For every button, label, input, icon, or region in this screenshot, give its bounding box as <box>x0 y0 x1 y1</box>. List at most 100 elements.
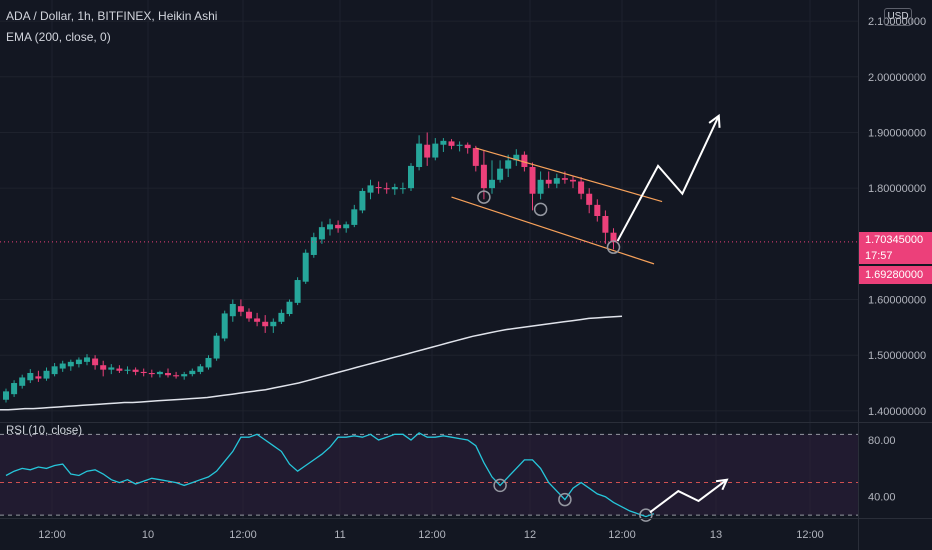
candle <box>318 221 325 244</box>
candle <box>51 362 58 377</box>
candle-body <box>165 373 171 376</box>
candle-body <box>610 232 617 243</box>
candle-body <box>237 306 244 312</box>
time-tick-label: 13 <box>710 529 722 541</box>
pivot-circle <box>533 202 548 217</box>
candle-body <box>213 335 220 359</box>
candle-body <box>318 227 325 240</box>
rsi-tick-label: 80.00 <box>868 435 896 447</box>
candle <box>221 310 228 342</box>
candle-body <box>75 359 82 365</box>
ema-legend[interactable]: EMA (200, close, 0) <box>6 30 111 44</box>
candle <box>205 355 212 370</box>
time-tick-label: 12 <box>524 529 536 541</box>
candle <box>375 181 382 194</box>
candle-body <box>108 367 115 370</box>
candle <box>27 369 34 384</box>
candle <box>610 228 617 250</box>
time-tick-label: 12:00 <box>38 529 66 541</box>
candle <box>148 369 155 378</box>
candle <box>270 318 277 333</box>
rsi-band <box>0 433 858 516</box>
candle-body <box>497 168 504 180</box>
candle <box>213 332 220 361</box>
countdown-tag: 17:57 <box>859 248 932 264</box>
candle <box>35 370 42 382</box>
candle <box>294 277 301 306</box>
candle-body <box>254 318 261 322</box>
candle-body <box>11 383 18 395</box>
candle-body <box>124 369 131 371</box>
price-tick-label: 1.40000000 <box>868 406 926 418</box>
candle <box>3 388 9 403</box>
candle <box>424 132 431 166</box>
candle <box>367 179 374 200</box>
candle <box>100 360 107 377</box>
candle-body <box>156 371 163 375</box>
candle <box>302 249 309 284</box>
rsi-legend[interactable]: RSI (10, close) <box>6 425 83 437</box>
candle-body <box>221 313 228 339</box>
candle <box>43 367 50 381</box>
candle-body <box>59 363 66 369</box>
candle-body <box>43 370 50 379</box>
pivot-circle <box>477 190 491 204</box>
pivot-circle <box>606 240 621 254</box>
candle <box>92 355 99 370</box>
candle-body <box>132 369 139 372</box>
grid <box>0 0 858 518</box>
rsi-annotations <box>493 478 729 522</box>
candle <box>140 368 147 377</box>
candle-body <box>553 178 560 184</box>
currency-button[interactable]: USD <box>884 8 912 26</box>
candle-body <box>3 391 9 400</box>
candle <box>84 354 90 366</box>
candle <box>489 160 495 194</box>
candle-body <box>424 144 431 158</box>
candle-body <box>594 204 601 216</box>
candle <box>132 367 139 376</box>
candle-body <box>570 179 576 182</box>
time-tick-label: 12:00 <box>796 529 824 541</box>
candle <box>359 188 366 214</box>
price-tick-label: 2.00000000 <box>868 72 926 84</box>
price-tick-label: 1.80000000 <box>868 183 926 195</box>
candle-body <box>310 237 317 255</box>
ema-200-line <box>0 315 623 411</box>
price-axis[interactable]: 2.100000002.000000001.900000001.80000000… <box>868 16 926 418</box>
rsi-axis[interactable]: 80.00 40.00 <box>868 435 896 504</box>
candle-body <box>391 187 398 190</box>
candle-body <box>100 365 107 370</box>
candle <box>11 380 18 397</box>
candle-body <box>181 374 188 377</box>
candle <box>343 221 350 233</box>
candle-body <box>148 373 155 375</box>
candle <box>108 364 115 375</box>
candle <box>237 299 244 317</box>
candle <box>59 360 66 372</box>
candle-body <box>375 187 382 189</box>
candle-body <box>586 193 593 205</box>
candle <box>310 232 317 258</box>
candle-body <box>440 140 447 145</box>
candle-body <box>537 179 544 194</box>
time-axis[interactable]: 12:00 10 12:00 11 12:00 12 12:00 13 12:00 <box>38 529 824 541</box>
candle <box>254 312 261 327</box>
candle-body <box>19 377 26 386</box>
candle-body <box>116 368 123 371</box>
candle-body <box>383 188 390 190</box>
candle-body <box>521 154 528 168</box>
symbol-legend[interactable]: ADA / Dollar, 1h, BITFINEX, Heikin Ashi <box>6 9 218 23</box>
candle <box>464 142 471 154</box>
candle-body <box>561 178 568 180</box>
candle <box>602 210 609 244</box>
candle <box>553 173 560 189</box>
candle <box>408 163 414 191</box>
price-tick-label: 1.60000000 <box>868 295 926 307</box>
candle-body <box>197 366 204 372</box>
candle-body <box>456 144 463 146</box>
candle <box>197 364 204 375</box>
candle <box>165 368 171 378</box>
